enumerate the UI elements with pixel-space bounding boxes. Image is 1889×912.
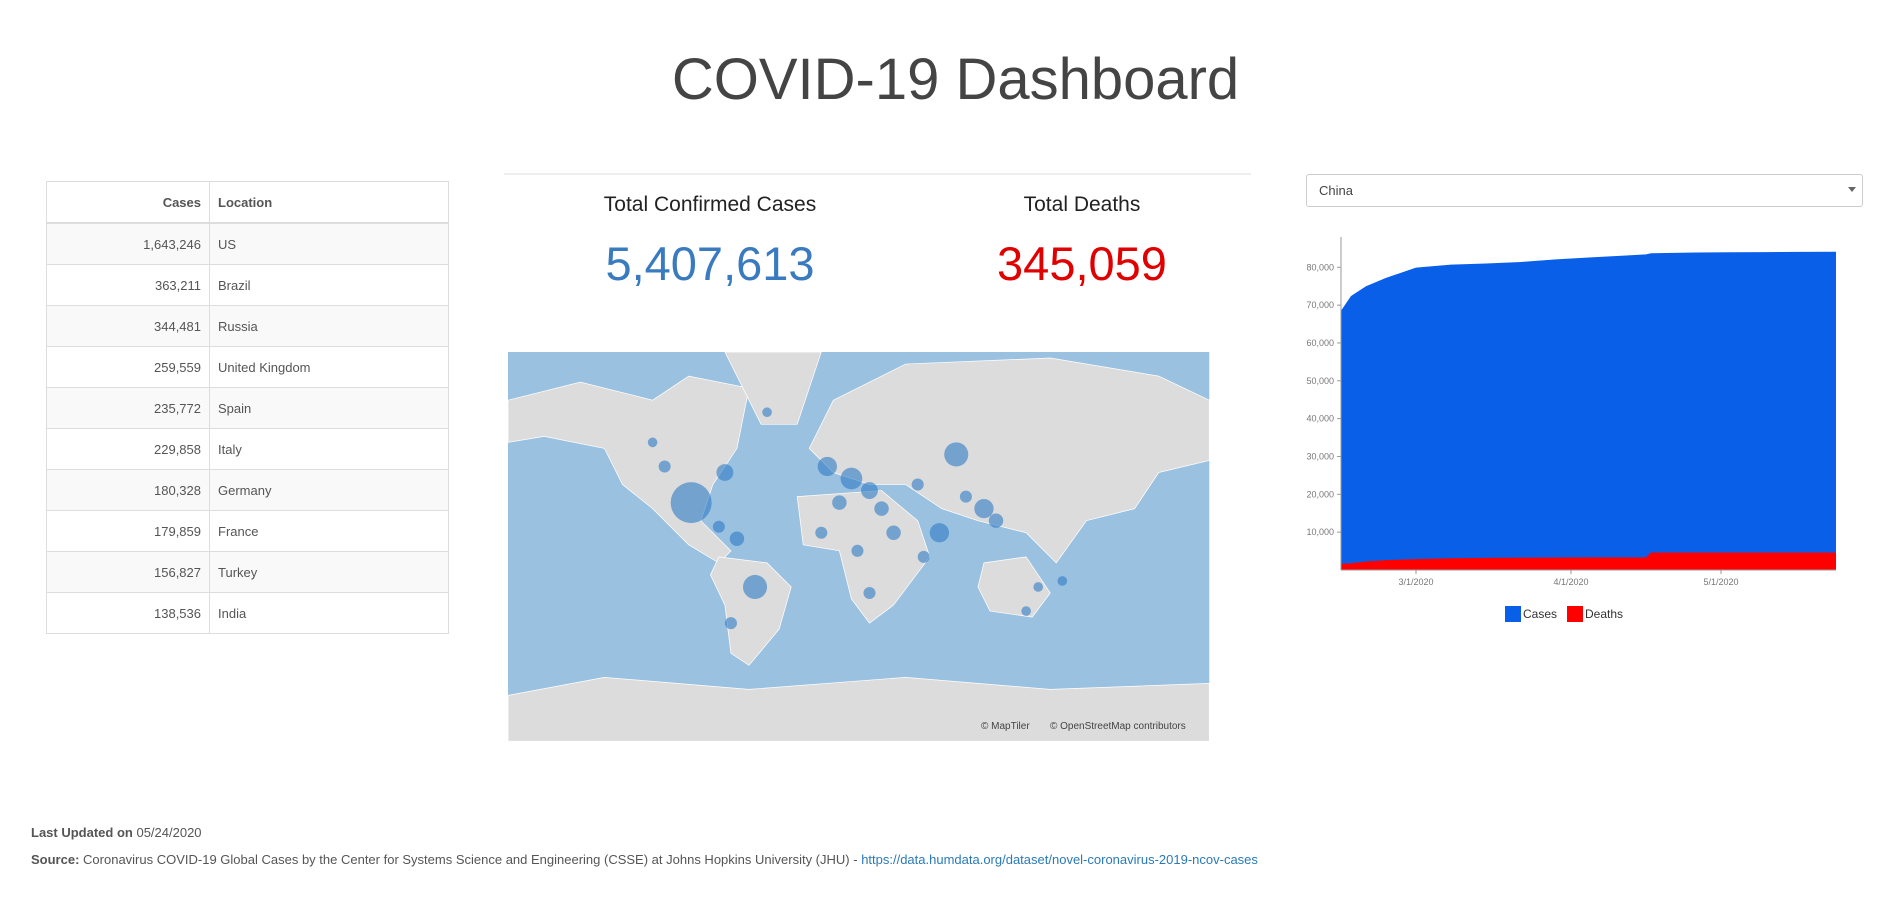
x-tick-label: 5/1/2020 (1703, 577, 1738, 587)
table-row: 229,858 Italy (46, 428, 449, 470)
footer-updated: Last Updated on 05/24/2020 (31, 825, 202, 840)
map-attribution: © OpenStreetMap contributors (1050, 721, 1186, 732)
table-cell: Spain (209, 387, 449, 429)
cases-table: Cases Location 1,643,246 US 363,211 Brazil 344… (46, 181, 449, 634)
column-header: Cases (46, 181, 210, 224)
table-cell: France (209, 510, 449, 552)
table-cell: Italy (209, 428, 449, 470)
stat-label: Total Confirmed Cases (603, 193, 817, 216)
page-title: COVID-19 Dashboard (671, 47, 1240, 112)
y-tick-label: 40,000 (1306, 414, 1334, 424)
stat-value: 345,059 (997, 237, 1167, 290)
table-cell: 363,211 (46, 264, 210, 306)
x-tick-label: 4/1/2020 (1553, 577, 1588, 587)
table-cell: Germany (209, 469, 449, 511)
table-cell: 235,772 (46, 387, 210, 429)
y-tick-label: 80,000 (1306, 262, 1334, 272)
table-row: 344,481 Russia (46, 305, 449, 347)
country-select[interactable]: China (1306, 174, 1863, 207)
table-cell: 344,481 (46, 305, 210, 347)
source-link[interactable]: https://data.humdata.org/dataset/novel-c… (861, 852, 1258, 867)
x-tick-label: 3/1/2020 (1398, 577, 1433, 587)
y-tick-label: 10,000 (1306, 527, 1334, 537)
table-cell: 229,858 (46, 428, 210, 470)
stat-value: 5,407,613 (605, 237, 815, 290)
legend-swatch (1567, 606, 1584, 622)
area (1341, 552, 1836, 570)
table-cell: 259,559 (46, 346, 210, 388)
table-cell: Russia (209, 305, 449, 347)
area-chart: 10,000 20,000 30,000 40,000 50,000 60,000 70,0… (1306, 237, 1836, 622)
updated-date: 05/24/2020 (136, 825, 202, 840)
world-map (507, 351, 1210, 742)
y-tick-label: 20,000 (1306, 489, 1334, 499)
source-label: Source: (31, 852, 80, 867)
table-cell: 138,536 (46, 592, 210, 634)
legend-label: Cases (1523, 607, 1557, 621)
dropdown-arrow (1848, 187, 1856, 192)
footer-source: Source: Coronavirus COVID-19 Global Case… (31, 852, 1258, 867)
legend-label: Deaths (1585, 607, 1623, 621)
updated-label: Last Updated on (31, 825, 133, 840)
table-row: 259,559 United Kingdom (46, 346, 449, 388)
y-tick-label: 30,000 (1306, 451, 1334, 461)
table-row: 179,859 France (46, 510, 449, 552)
table-row: 138,536 India (46, 592, 449, 634)
area (1341, 251, 1836, 571)
table-row: 1,643,246 US (46, 222, 449, 265)
table-row: 235,772 Spain (46, 387, 449, 429)
y-tick-label: 70,000 (1306, 300, 1334, 310)
map-attribution: © MapTiler (981, 721, 1030, 732)
table-cell: US (209, 222, 449, 265)
table-header: Cases Location (46, 181, 449, 224)
table-cell: 1,643,246 (46, 222, 210, 265)
y-tick-label: 60,000 (1306, 338, 1334, 348)
table-cell: United Kingdom (209, 346, 449, 388)
source-text: Coronavirus COVID-19 Global Cases by the… (83, 852, 858, 867)
column-header: Location (209, 181, 449, 224)
y-tick-label: 50,000 (1306, 376, 1334, 386)
legend-swatch (1505, 606, 1521, 622)
stat-label: Total Deaths (1023, 193, 1141, 216)
table-cell: Brazil (209, 264, 449, 306)
table-row: 363,211 Brazil (46, 264, 449, 306)
table-row: 180,328 Germany (46, 469, 449, 511)
table-cell: India (209, 592, 449, 634)
